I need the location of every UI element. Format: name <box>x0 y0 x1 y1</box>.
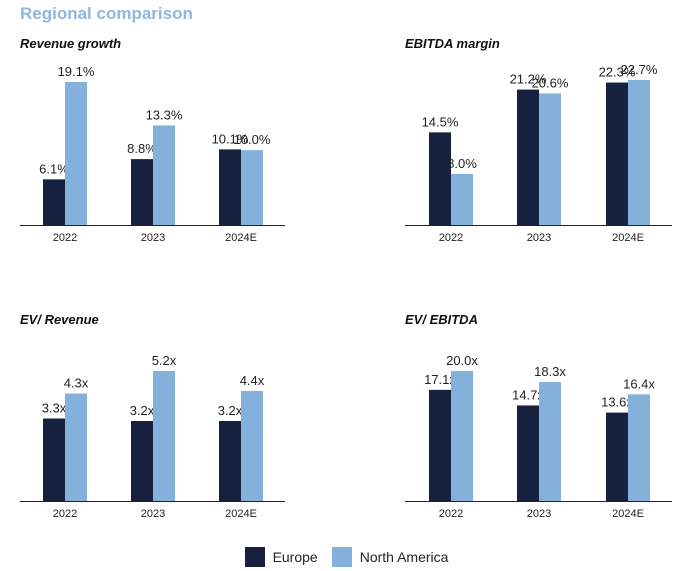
bar-europe <box>429 132 451 225</box>
data-label: 19.1% <box>58 64 95 79</box>
bar-europe <box>517 405 539 501</box>
data-label: 17.1x <box>424 372 456 387</box>
x-tick-label: 2024E <box>612 508 644 520</box>
x-tick-label: 2023 <box>141 508 165 520</box>
data-label: 10.1% <box>212 131 249 146</box>
data-label: 3.2x <box>218 403 243 418</box>
data-label: 20.0x <box>446 353 478 368</box>
data-label: 13.3% <box>146 107 183 122</box>
data-label: 14.7x <box>512 387 544 402</box>
x-tick-label: 2022 <box>439 508 463 520</box>
legend-item-europe: Europe <box>244 547 318 567</box>
legend-label-north-america: North America <box>359 549 449 565</box>
data-label: 8.8% <box>127 141 157 156</box>
data-label: 3.3x <box>42 401 67 416</box>
bar-north-america <box>153 371 175 501</box>
bar-north-america <box>241 150 263 225</box>
data-label: 8.0% <box>447 156 477 171</box>
x-tick-label: 2024E <box>612 232 644 244</box>
data-label: 22.7% <box>621 62 658 77</box>
data-label: 18.3x <box>534 364 566 379</box>
data-label: 10.0% <box>234 132 271 147</box>
legend-swatch-europe <box>244 547 265 567</box>
bar-europe <box>429 389 451 501</box>
bar-europe <box>219 149 241 225</box>
chart-title: EBITDA margin <box>405 36 500 51</box>
bar-europe <box>606 82 628 225</box>
bar-europe <box>43 418 65 501</box>
data-label: 3.2x <box>130 403 155 418</box>
x-tick-label: 2022 <box>439 232 463 244</box>
bar-north-america <box>65 393 87 501</box>
legend-item-north-america: North America <box>331 547 449 567</box>
chart-title: EV/ Revenue <box>20 312 99 327</box>
legend-label-europe: Europe <box>272 549 318 565</box>
data-label: 4.3x <box>64 376 89 391</box>
bar-north-america <box>241 391 263 501</box>
bar-europe <box>131 421 153 501</box>
bar-europe <box>131 159 153 225</box>
chart-title: Revenue growth <box>20 36 121 51</box>
bar-north-america <box>628 394 650 501</box>
chart-title: EV/ EBITDA <box>405 312 478 327</box>
data-label: 6.1% <box>39 161 69 176</box>
page-title: Regional comparison <box>20 4 193 23</box>
x-tick-label: 2022 <box>53 508 77 520</box>
bar-north-america <box>153 125 175 225</box>
bar-north-america <box>451 173 473 225</box>
data-label: 20.6% <box>532 75 569 90</box>
data-label: 22.3% <box>599 65 636 80</box>
bar-europe <box>517 89 539 225</box>
bar-europe <box>219 421 241 501</box>
bar-north-america <box>539 382 561 501</box>
x-tick-label: 2022 <box>53 232 77 244</box>
x-tick-label: 2024E <box>225 508 257 520</box>
bar-north-america <box>539 93 561 226</box>
x-tick-label: 2023 <box>141 232 165 244</box>
data-label: 4.4x <box>240 373 265 388</box>
bar-europe <box>606 412 628 501</box>
data-label: 16.4x <box>623 376 655 391</box>
data-label: 13.6x <box>601 395 633 410</box>
legend: Europe North America <box>0 547 693 567</box>
data-label: 14.5% <box>422 114 459 129</box>
bar-north-america <box>628 80 650 225</box>
data-label: 21.2% <box>510 72 547 87</box>
bar-europe <box>43 179 65 225</box>
charts-canvas: Revenue growth 6.1% 19.1% 2022 8.8% 13.3% 2023… <box>20 36 672 520</box>
bar-north-america <box>65 82 87 225</box>
legend-swatch-north-america <box>331 547 352 567</box>
x-tick-label: 2023 <box>527 508 551 520</box>
x-tick-label: 2024E <box>225 232 257 244</box>
x-tick-label: 2023 <box>527 232 551 244</box>
bar-north-america <box>451 371 473 501</box>
data-label: 5.2x <box>152 353 177 368</box>
